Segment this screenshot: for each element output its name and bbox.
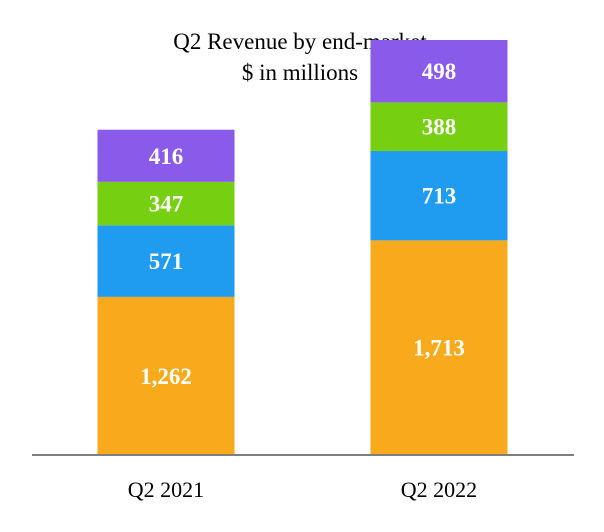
- category-labels: Q2 2021 Q2 2022: [128, 477, 477, 502]
- segment-value-label: 388: [422, 115, 457, 140]
- bar-segment-1-2: [370, 240, 508, 455]
- category-label: Q2 2022: [401, 477, 477, 502]
- segment-value-label: 713: [422, 184, 457, 209]
- bar-segment-4-1: [97, 129, 235, 182]
- segment-value-label: 416: [149, 144, 184, 169]
- bar-segment-2-2: [370, 151, 508, 241]
- category-label: Q2 2021: [128, 477, 204, 502]
- segment-value-label: 1,713: [413, 336, 465, 361]
- segment-value-label: 1,262: [140, 364, 192, 389]
- bars-layer: 1,262 571 347 416 1,713 713 388 498: [97, 40, 508, 455]
- bar-segment-4-2: [370, 40, 508, 103]
- segment-value-label: 347: [149, 192, 184, 217]
- segment-value-label: 571: [149, 249, 184, 274]
- bar-segment-1-1: [97, 296, 235, 455]
- bar-segment-2-1: [97, 225, 235, 297]
- chart-subtitle: $ in millions: [242, 60, 358, 85]
- bar-segment-3-1: [97, 181, 235, 226]
- segment-value-label: 498: [422, 59, 457, 84]
- bar-segment-3-2: [370, 102, 508, 152]
